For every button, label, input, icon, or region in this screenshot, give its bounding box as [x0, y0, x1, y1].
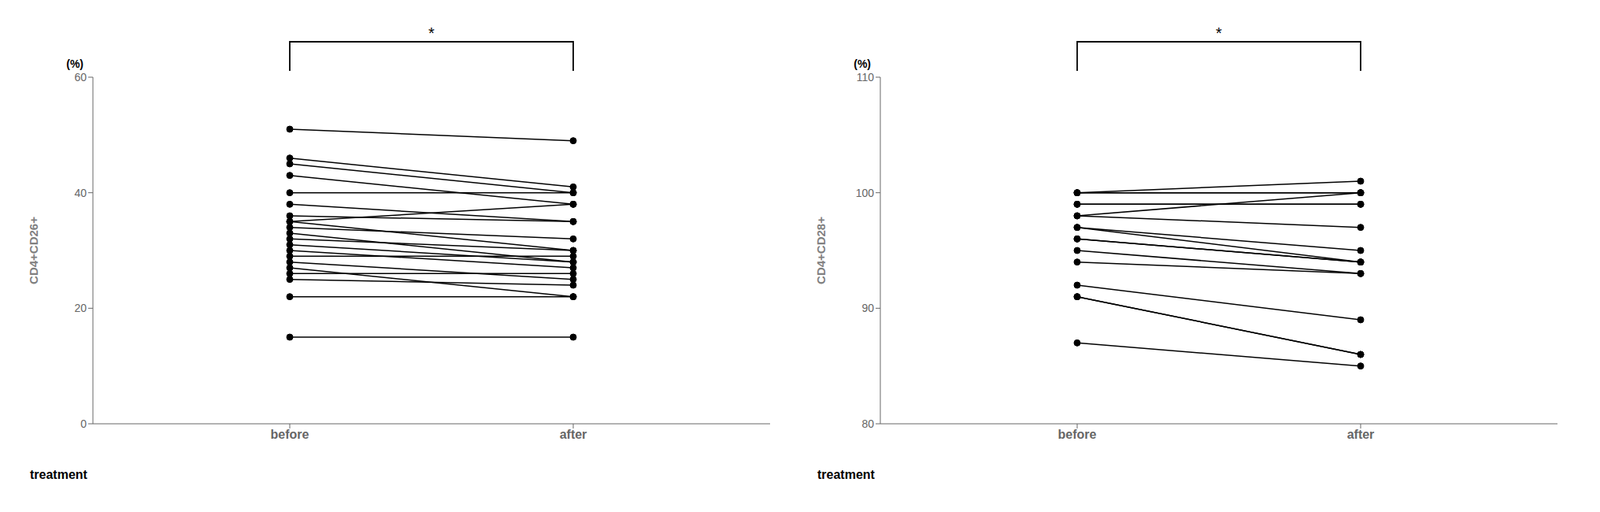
- svg-text:100: 100: [855, 186, 875, 200]
- svg-text:after: after: [559, 427, 588, 441]
- svg-text:*: *: [428, 24, 435, 42]
- svg-text:treatment: treatment: [817, 467, 876, 482]
- svg-text:20: 20: [74, 301, 87, 315]
- svg-text:before: before: [1058, 427, 1097, 441]
- svg-text:60: 60: [74, 70, 87, 84]
- svg-text:90: 90: [861, 301, 875, 315]
- svg-text:before: before: [270, 427, 310, 441]
- svg-text:CD4+CD26+: CD4+CD26+: [26, 216, 41, 285]
- svg-text:(%): (%): [853, 57, 871, 71]
- svg-text:40: 40: [74, 186, 87, 200]
- svg-text:treatment: treatment: [29, 467, 89, 482]
- svg-text:after: after: [1347, 427, 1375, 441]
- svg-text:110: 110: [856, 70, 875, 84]
- svg-text:(%): (%): [66, 57, 84, 71]
- svg-text:CD4+CD28+: CD4+CD28+: [814, 216, 828, 285]
- svg-text:*: *: [1215, 24, 1223, 42]
- svg-text:0: 0: [80, 417, 87, 430]
- svg-text:80: 80: [861, 417, 875, 430]
